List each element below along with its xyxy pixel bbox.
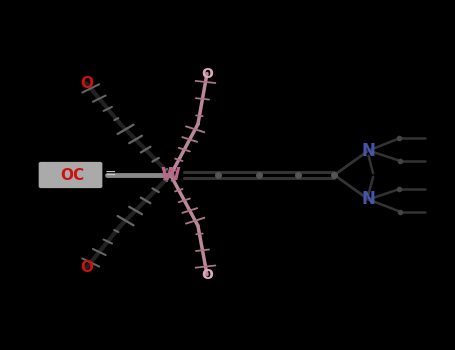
- Text: O: O: [80, 260, 93, 275]
- Text: O: O: [80, 76, 93, 91]
- Text: O: O: [201, 66, 213, 80]
- Text: =: =: [105, 168, 116, 182]
- Text: N: N: [362, 141, 375, 160]
- Text: OC: OC: [61, 168, 85, 182]
- Text: O: O: [201, 268, 213, 282]
- Text: W: W: [161, 166, 181, 184]
- Text: N: N: [362, 190, 375, 209]
- FancyBboxPatch shape: [39, 162, 102, 188]
